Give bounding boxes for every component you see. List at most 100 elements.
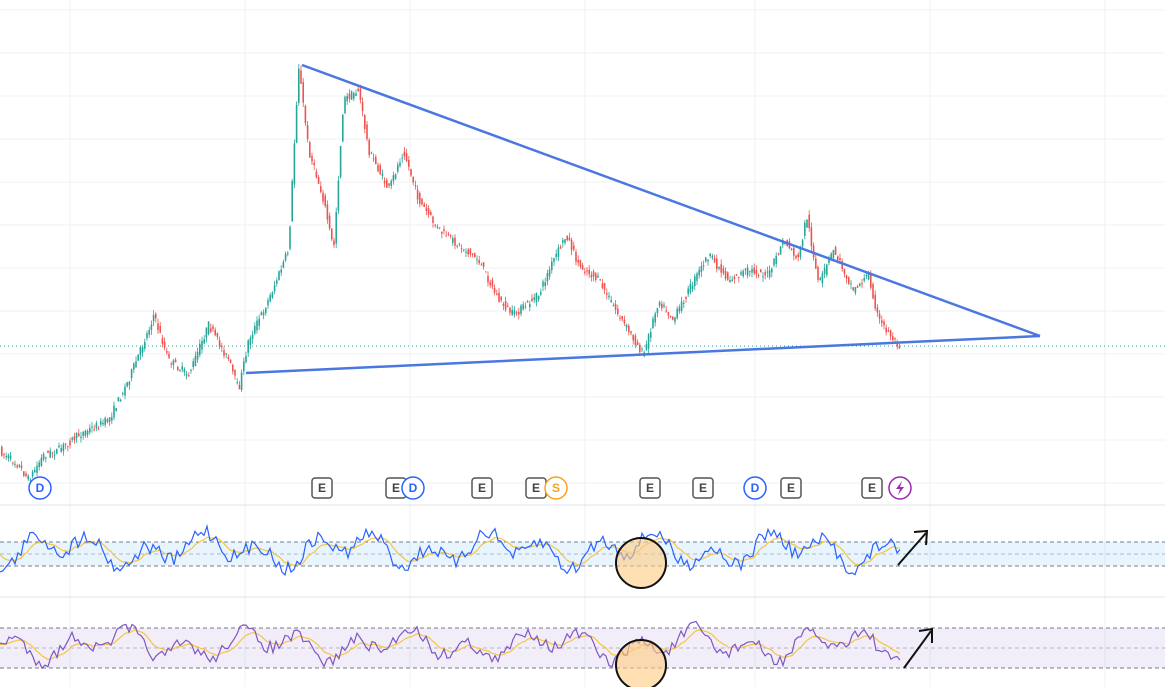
- candle: [493, 287, 496, 293]
- candle: [113, 405, 115, 418]
- candle: [331, 228, 333, 240]
- event-dividend[interactable]: D: [28, 476, 52, 500]
- oscillators: [0, 523, 901, 670]
- earnings-label: E: [868, 481, 876, 495]
- event-earnings[interactable]: E: [780, 477, 802, 499]
- candle: [146, 333, 148, 339]
- candle: [894, 338, 896, 340]
- event-earnings[interactable]: E: [311, 477, 333, 499]
- candle: [678, 307, 681, 312]
- event-earnings[interactable]: E: [525, 477, 547, 499]
- candle: [265, 308, 267, 313]
- candle: [434, 224, 436, 226]
- candle: [766, 271, 769, 273]
- candle: [141, 347, 144, 353]
- candle: [148, 329, 150, 335]
- candle: [179, 370, 181, 372]
- candle: [427, 208, 430, 215]
- event-earnings[interactable]: E: [639, 477, 661, 499]
- candle: [892, 336, 894, 341]
- upper-trendline[interactable]: [301, 63, 1041, 338]
- lightning-marker[interactable]: [888, 476, 912, 500]
- candle: [896, 342, 898, 347]
- candle: [645, 344, 648, 350]
- candle: [366, 124, 368, 140]
- candle: [797, 254, 799, 258]
- candle: [207, 321, 210, 335]
- lower-trendline[interactable]: [245, 334, 1041, 375]
- candle: [93, 429, 95, 431]
- candle: [691, 285, 694, 290]
- candle: [188, 375, 190, 377]
- candle: [262, 312, 265, 316]
- candle: [194, 355, 197, 367]
- candle: [628, 325, 630, 332]
- candle: [377, 164, 379, 172]
- event-dividend[interactable]: D: [743, 476, 767, 500]
- event-earnings[interactable]: E: [861, 477, 883, 499]
- candle: [608, 295, 610, 298]
- candle: [436, 226, 439, 228]
- candle: [654, 313, 656, 323]
- candle: [553, 258, 555, 262]
- candle: [476, 259, 478, 261]
- event-earnings[interactable]: E: [385, 477, 407, 499]
- candle: [716, 258, 718, 269]
- candle: [548, 269, 551, 277]
- candle: [621, 316, 623, 320]
- candles: [1, 64, 901, 483]
- candle: [168, 353, 170, 358]
- candle: [126, 382, 128, 387]
- candle: [388, 183, 390, 186]
- event-earnings[interactable]: E: [692, 477, 714, 499]
- candle: [819, 277, 821, 280]
- candle: [390, 180, 392, 186]
- candle: [755, 270, 758, 275]
- candle: [67, 445, 69, 447]
- candle: [161, 338, 164, 344]
- candle: [157, 323, 159, 331]
- candle: [159, 325, 161, 333]
- candle: [414, 185, 417, 187]
- candle: [731, 279, 733, 282]
- candle: [795, 255, 797, 259]
- candle: [203, 339, 205, 344]
- candle: [335, 211, 337, 244]
- candle: [133, 363, 135, 370]
- candle: [53, 454, 56, 456]
- event-earnings[interactable]: E: [471, 477, 493, 499]
- candle: [630, 331, 632, 334]
- candle: [579, 260, 582, 267]
- event-split[interactable]: S: [544, 476, 568, 500]
- event-dividend[interactable]: D: [401, 476, 425, 500]
- candle: [577, 259, 579, 263]
- candle: [696, 273, 698, 281]
- candle: [64, 443, 67, 445]
- candle: [498, 292, 500, 302]
- candle: [623, 319, 626, 324]
- earnings-box: [780, 477, 802, 499]
- candle: [812, 245, 815, 258]
- candle: [764, 272, 766, 276]
- candle: [544, 282, 546, 287]
- candle: [205, 327, 208, 338]
- earnings-label: E: [392, 481, 400, 495]
- candle: [665, 310, 667, 312]
- candle: [711, 255, 714, 258]
- candle: [480, 264, 483, 266]
- candle: [595, 273, 597, 280]
- candle: [353, 93, 355, 99]
- candle: [656, 308, 659, 314]
- candle: [135, 361, 137, 368]
- candle: [471, 253, 474, 255]
- candle: [177, 366, 179, 371]
- candle: [845, 275, 848, 279]
- candle: [75, 432, 78, 439]
- candle: [456, 245, 458, 247]
- candle: [155, 313, 157, 319]
- candle: [234, 369, 236, 376]
- candle: [702, 265, 705, 267]
- candle: [672, 316, 674, 320]
- candle: [313, 162, 315, 166]
- candle: [588, 269, 590, 275]
